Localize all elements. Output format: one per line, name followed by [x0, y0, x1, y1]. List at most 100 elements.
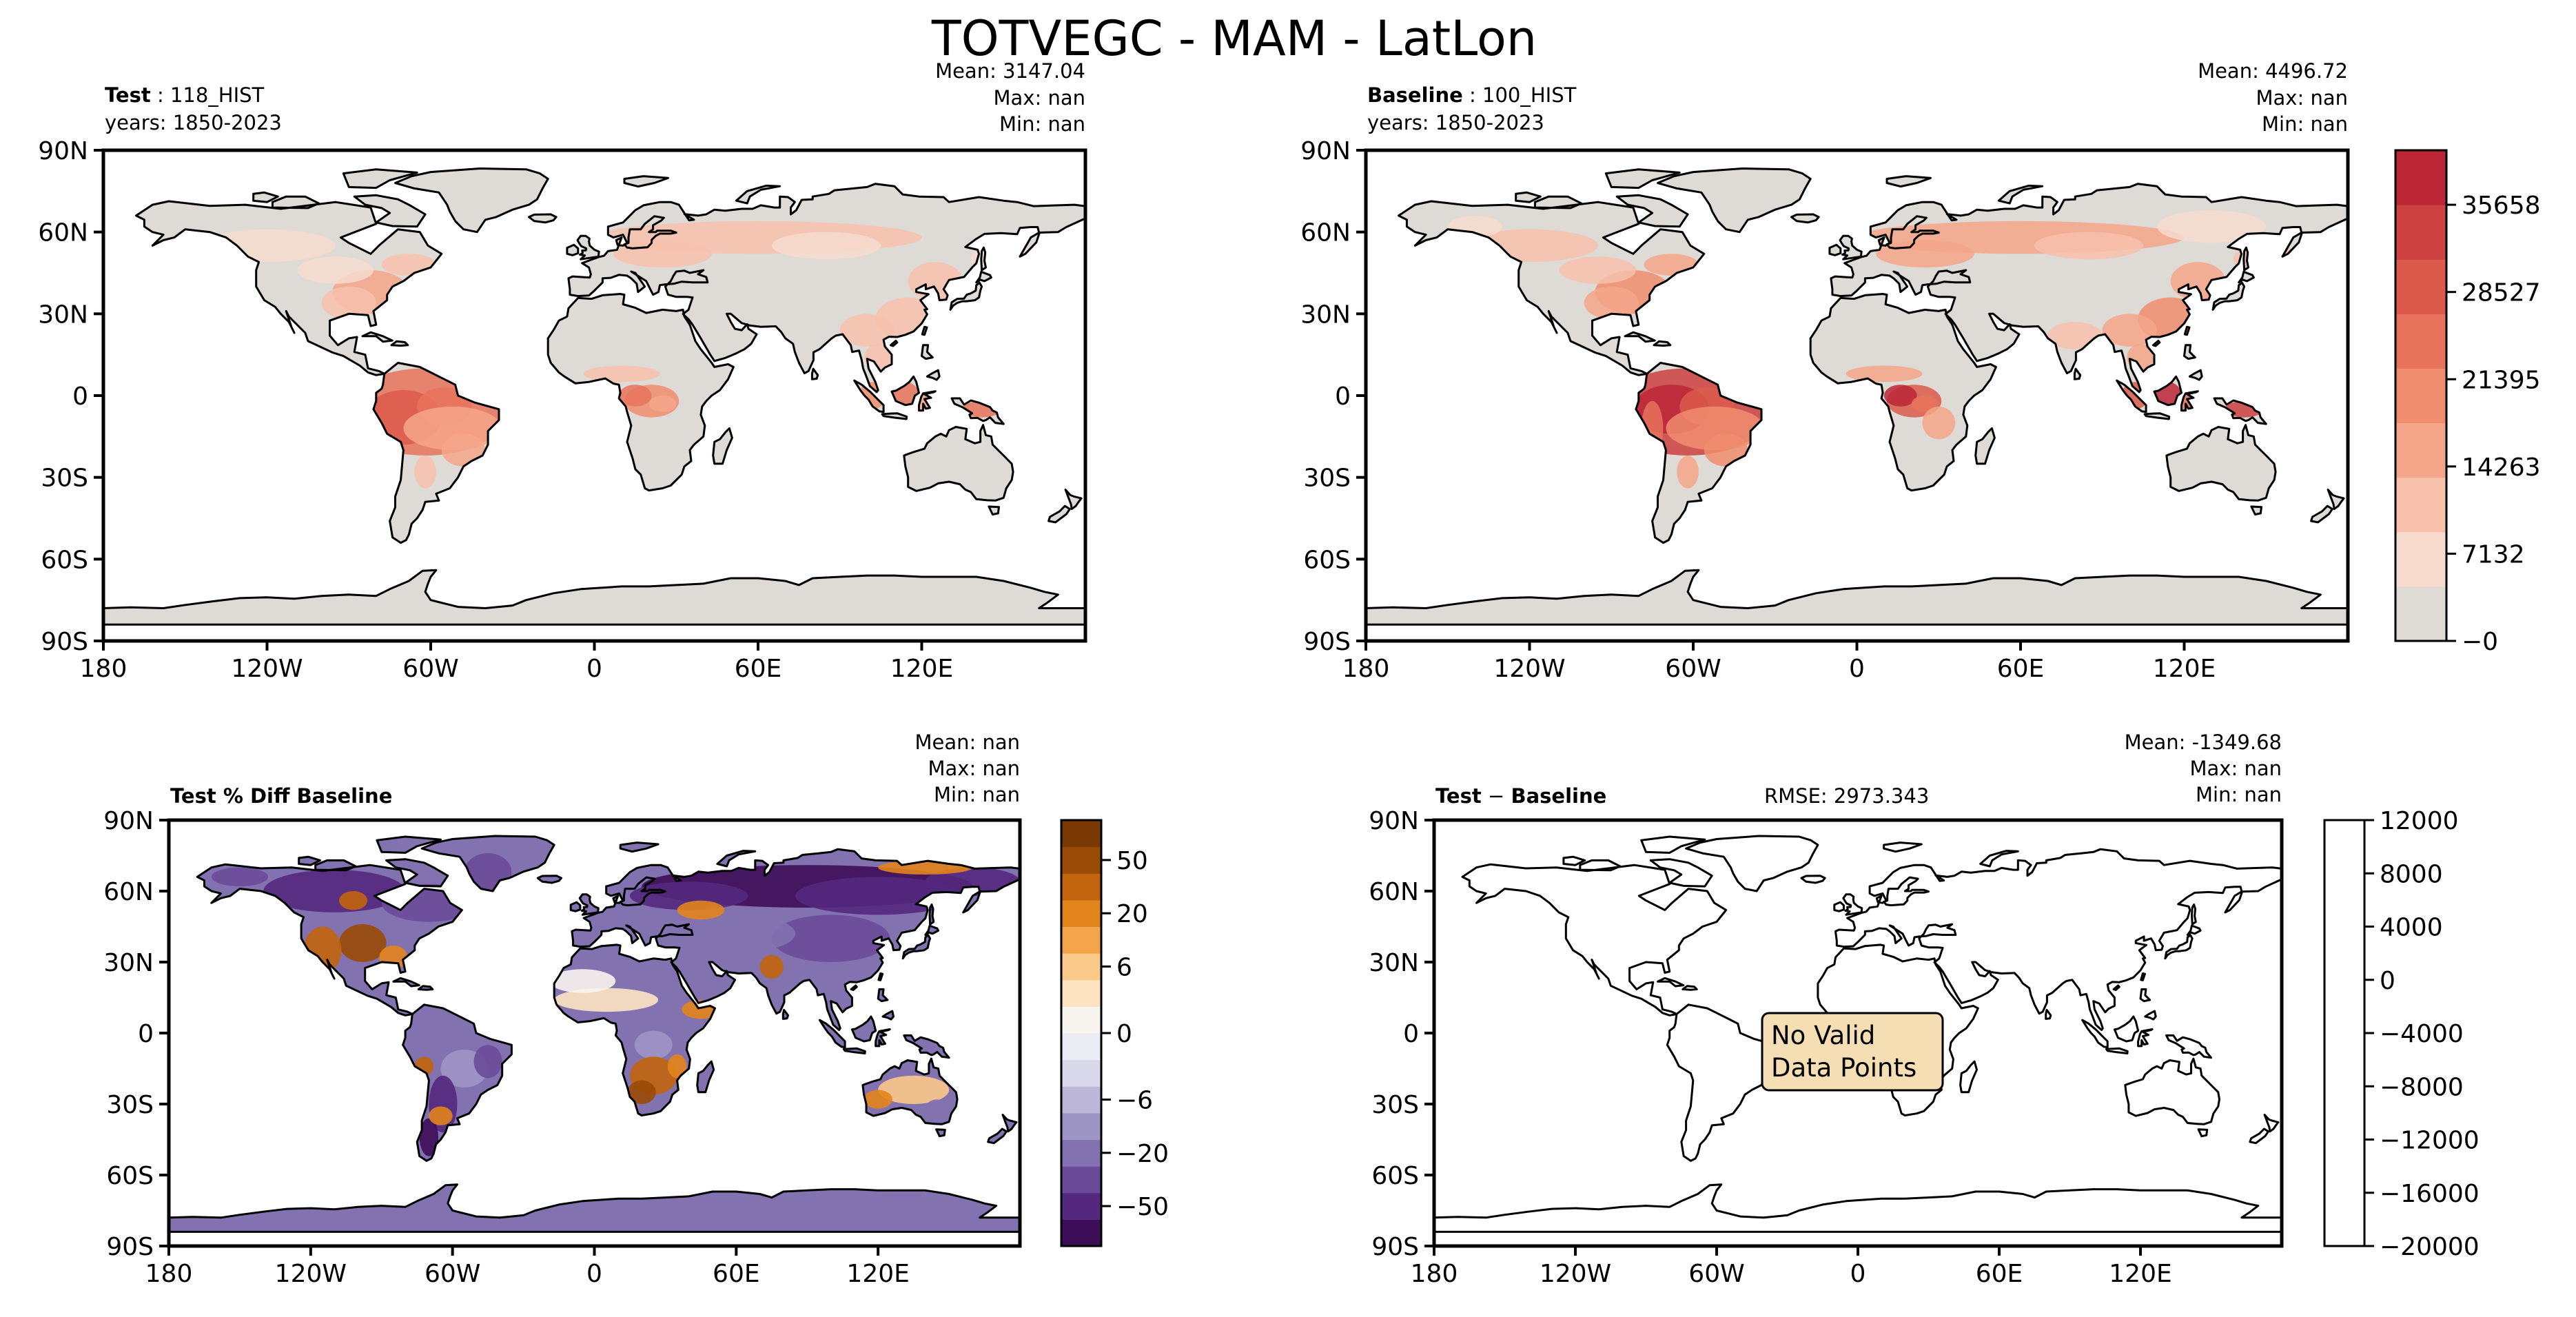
map-baseline-lat-label: 0 — [1335, 382, 1351, 411]
map-pctdiff-coast-svalbard — [619, 841, 660, 853]
map-baseline-land-philippines-mindanao — [2189, 370, 2202, 380]
map-diff-lat-label: 30S — [1371, 1091, 1419, 1119]
map-pctdiff-coast-cuba — [392, 977, 420, 988]
map-pctdiff-coast-ellesmere — [376, 835, 442, 854]
panel-pctdiff: Test % Diff Baseline Mean: nan Max: nan … — [103, 731, 1022, 1288]
map-test-coast-japan-honshu — [949, 281, 983, 311]
map-test-field-blob — [297, 256, 374, 284]
map-test-field-blob — [613, 240, 712, 268]
panel-test-label: Test : 118_HIST — [105, 83, 265, 107]
map-test-coast-hokkaido — [975, 270, 992, 284]
map-test-land-svalbard — [624, 176, 668, 187]
map-pctdiff-field-blob — [878, 1075, 950, 1104]
map-diff-land-greenland — [1686, 836, 1818, 891]
map-pctdiff-coast-sulawesi — [875, 1028, 891, 1048]
map-baseline-lon-ticks: 180 120W 60W 0 60E 120E — [1342, 641, 2216, 683]
map-test-coast-baffin — [353, 194, 427, 228]
map-baseline-coast-ireland — [1828, 243, 1842, 256]
map-baseline-land-antarctica — [1366, 570, 2348, 625]
map-baseline-coast-hispaniola — [1653, 340, 1672, 347]
map-diff-land — [1434, 836, 2282, 1232]
map-pctdiff-coast-tasmania — [935, 1128, 946, 1138]
colorbar-main-swatch — [2395, 477, 2446, 533]
map-test-land-southern-greenland-fill — [469, 219, 486, 232]
map-diff-coast-hainan — [2112, 984, 2120, 991]
map-diff-lon-label: 60W — [1688, 1260, 1744, 1288]
panel-test: Test : 118_HIST years: 1850-2023 Mean: 3… — [38, 59, 1087, 683]
colorbar-main-swatch — [2395, 314, 2446, 369]
map-diff-land-australia — [2125, 1059, 2220, 1125]
map-diff-land-sulawesi — [2138, 1029, 2153, 1046]
map-pctdiff-field-blob — [629, 881, 748, 910]
map-pctdiff-coast-sumatra — [818, 1019, 846, 1049]
map-diff-coast-sri-lanka — [2045, 1008, 2052, 1020]
map-diff-lon-label: 0 — [1850, 1260, 1866, 1288]
map-baseline-coast-greenland — [1657, 167, 1812, 234]
map-baseline-coast-new-guinea — [2213, 397, 2267, 425]
panel-diff-min: Min: nan — [2196, 783, 2282, 806]
map-baseline-coast-new-zealand-s — [2310, 504, 2333, 524]
map-test-lat-ticks: 90N 60N 30N 0 30S 60S 90S — [38, 137, 103, 656]
map-test-lat-label: 90S — [41, 628, 88, 656]
map-pctdiff-field-blob — [419, 1118, 439, 1156]
map-pctdiff-lat-label: 30N — [103, 949, 154, 977]
map-baseline-lon-label: 180 — [1342, 655, 1390, 683]
colorbar-main-tick-label: 14263 — [2462, 453, 2541, 482]
map-pctdiff-coast-hispaniola — [417, 985, 434, 991]
map-diff-coast-banks-isl — [1562, 855, 1586, 866]
map-diff-land-eurasia — [1835, 849, 2282, 1030]
map-pctdiff-coast-new-zealand-n — [1001, 1114, 1018, 1133]
map-diff-land-southern-greenland-fill — [1749, 880, 1764, 891]
colorbar-main-tick-label: 35658 — [2462, 192, 2541, 220]
colorbar-diff-tick-label: 0 — [2380, 967, 2395, 995]
map-test-lon-ticks: 180 120W 60W 0 60E 120E — [80, 641, 953, 683]
map-pctdiff-coast-java — [842, 1047, 866, 1054]
map-diff-lat-ticks: 90N 60N 30N 0 30S 60S 90S — [1369, 807, 1434, 1261]
map-diff-coast-eurasia — [1834, 848, 2282, 1031]
map-baseline-lat-ticks: 90N 60N 30N 0 30S 60S 90S — [1300, 137, 1366, 656]
map-baseline-coast-scandinavia-baltic — [1885, 215, 1940, 249]
map-test-coast-ireland — [566, 243, 580, 256]
map-test-lat-label: 60S — [41, 546, 88, 574]
panel-diff-mean: Mean: -1349.68 — [2125, 731, 2282, 754]
colorbar-diff-tick-label: −8000 — [2380, 1073, 2464, 1101]
map-pctdiff-field-blob — [338, 891, 368, 910]
panel-diff-rmse: RMSE: 2973.343 — [1764, 784, 1929, 808]
map-test-lat-label: 90N — [38, 137, 88, 165]
map-baseline-land-new-zealand-s — [2311, 506, 2333, 522]
map-baseline-field-blob — [1704, 433, 1748, 467]
map-baseline-lon-label: 120E — [2153, 655, 2216, 683]
map-test-lon-label: 60E — [735, 655, 782, 683]
map-diff-coast-south-america — [1666, 1003, 1777, 1162]
map-test-coast-philippines-mindanao — [926, 369, 941, 381]
map-test-lat-label: 30N — [38, 300, 88, 329]
map-baseline-lat-label: 60N — [1300, 219, 1351, 247]
map-baseline-lon-label: 60W — [1665, 655, 1721, 683]
map-pctdiff-field-blob — [634, 1030, 673, 1059]
map-baseline-field-blob — [1846, 365, 1923, 382]
map-baseline-land-southern-greenland-fill — [1731, 219, 1748, 232]
map-test-coast-novaya-zemlya — [735, 184, 781, 205]
map-test-lat-label: 0 — [72, 382, 88, 411]
map-test-coast-madagascar — [712, 427, 733, 465]
map-test-land-baffin — [354, 195, 426, 227]
colorbar-pctdiff-swatch — [1061, 1139, 1101, 1167]
map-test-land-greenland — [395, 168, 549, 232]
map-pctdiff-coast-novaya-zemlya — [716, 850, 757, 868]
map-baseline-coast-sakhalin — [2242, 246, 2249, 272]
map-diff-lon-label: 60E — [1976, 1260, 2023, 1288]
map-test-coast-svalbard — [623, 175, 669, 188]
map-test-field-blob — [648, 396, 677, 412]
map-diff-lon-label: 180 — [1411, 1260, 1458, 1288]
map-pctdiff-field-blob — [473, 1045, 502, 1079]
map-pctdiff-lon-ticks: 180 120W 60W 0 60E 120E — [145, 1246, 910, 1288]
map-diff-coast-iceland — [1800, 875, 1826, 884]
map-diff-land-arabia-fill — [1934, 954, 1999, 1003]
map-diff-coast-north-america — [1461, 863, 1728, 1017]
map-pctdiff-coast-sakhalin — [928, 903, 935, 926]
map-pctdiff-coast-borneo — [850, 1015, 877, 1043]
map-baseline-coast-madagascar — [1974, 427, 1996, 465]
map-baseline-field-blob — [2156, 210, 2267, 243]
map-diff-coast-taiwan — [2140, 972, 2146, 981]
map-baseline-coast-ellesmere — [1604, 168, 1681, 190]
